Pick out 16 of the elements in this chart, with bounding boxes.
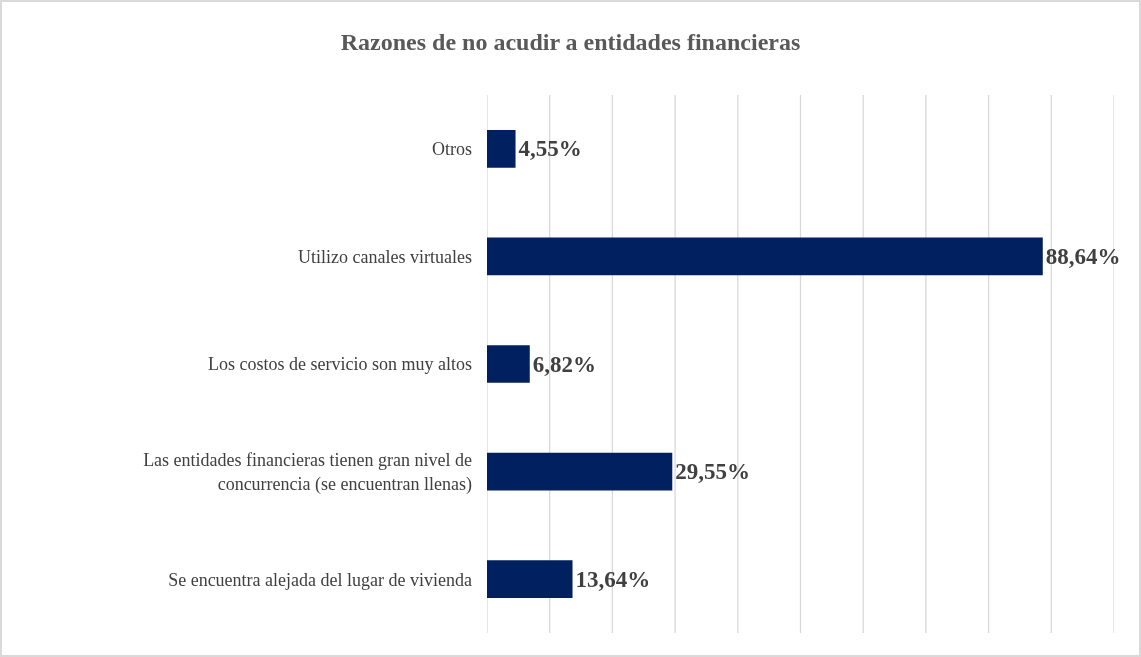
bar bbox=[487, 452, 673, 491]
bar bbox=[487, 129, 516, 168]
data-label: 88,64% bbox=[1045, 243, 1121, 269]
bar bbox=[487, 560, 573, 599]
y-tick-label: Las entidades financieras tienen gran nivel de concurrencia (se encuentran llenas) bbox=[143, 450, 472, 495]
y-tick-label: Se encuentra alejada del lugar de vivienda bbox=[168, 569, 473, 590]
bar bbox=[487, 345, 530, 383]
y-tick-label: Otros bbox=[432, 139, 472, 160]
data-label: 6,82% bbox=[532, 351, 597, 377]
data-label: 29,55% bbox=[675, 459, 751, 485]
data-label: 4,55% bbox=[518, 136, 582, 162]
bar bbox=[487, 237, 1043, 276]
y-tick-label: Los costos de servicio son muy altos bbox=[208, 354, 472, 375]
chart-title: Razones de no acudir a entidades financieras bbox=[340, 28, 801, 55]
data-label: 13,64% bbox=[575, 566, 651, 592]
y-tick-label: Utilizo canales virtuales bbox=[298, 246, 472, 267]
